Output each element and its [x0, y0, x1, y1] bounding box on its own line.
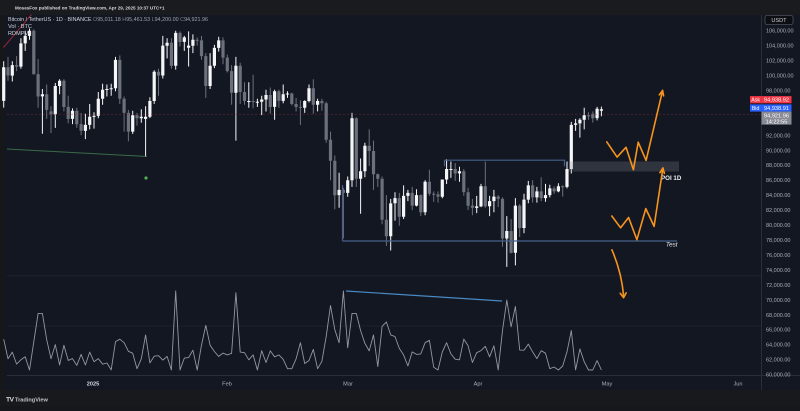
svg-text:80,000.00: 80,000.00 [766, 223, 790, 229]
svg-text:88,000.00: 88,000.00 [766, 163, 790, 169]
svg-text:RDMPV4: RDMPV4 [8, 31, 31, 37]
svg-text:76,000.00: 76,000.00 [766, 253, 790, 259]
svg-text:TradingView: TradingView [15, 398, 48, 404]
svg-text:98,000.00: 98,000.00 [766, 89, 790, 95]
svg-text:60,000.00: 60,000.00 [766, 373, 790, 379]
svg-text:102,000.00: 102,000.00 [766, 59, 794, 65]
svg-text:106,000.00: 106,000.00 [766, 29, 794, 35]
svg-text:USDT: USDT [771, 18, 787, 24]
svg-text:94,921.96: 94,921.96 [764, 113, 789, 119]
svg-text:92,000.00: 92,000.00 [766, 133, 790, 139]
svg-text:104,000.00: 104,000.00 [766, 44, 794, 50]
svg-text:64,000.00: 64,000.00 [766, 343, 790, 349]
svg-text:Test: Test [666, 242, 678, 249]
svg-text:94,938.92: 94,938.92 [764, 98, 789, 104]
svg-text:Ask: Ask [751, 98, 760, 104]
svg-text:90,000.00: 90,000.00 [766, 148, 790, 154]
svg-text:70,000.00: 70,000.00 [766, 298, 790, 304]
svg-text:62,000.00: 62,000.00 [766, 358, 790, 364]
svg-text:May: May [602, 382, 613, 388]
svg-text:Apr: Apr [474, 382, 483, 388]
svg-text:84,000.00: 84,000.00 [766, 193, 790, 199]
svg-text:74,000.00: 74,000.00 [766, 268, 790, 274]
svg-text:78,000.00: 78,000.00 [766, 238, 790, 244]
svg-text:68,000.00: 68,000.00 [766, 313, 790, 319]
svg-text:Bitcoin / TetherUS · 1D · BINA: Bitcoin / TetherUS · 1D · BINANCE O95,01… [8, 17, 208, 23]
svg-text:82,000.00: 82,000.00 [766, 208, 790, 214]
svg-text:Jun: Jun [733, 382, 742, 388]
svg-text:2025: 2025 [87, 382, 99, 388]
svg-text:MosesFox published on TradingV: MosesFox published on TradingView.com, A… [15, 6, 165, 11]
svg-text:TV: TV [6, 397, 15, 404]
svg-text:100,000.00: 100,000.00 [766, 74, 794, 80]
svg-text:Vol · BTC: Vol · BTC [8, 24, 32, 30]
svg-text:Bid: Bid [752, 106, 760, 112]
svg-text:94,938.91: 94,938.91 [764, 106, 789, 112]
svg-text:66,000.00: 66,000.00 [766, 328, 790, 334]
svg-text:Feb: Feb [222, 382, 232, 388]
svg-text:14:22:55: 14:22:55 [766, 120, 788, 126]
svg-text:Mar: Mar [343, 382, 353, 388]
svg-text:86,000.00: 86,000.00 [766, 178, 790, 184]
svg-text:POI 1D: POI 1D [661, 175, 682, 182]
svg-text:72,000.00: 72,000.00 [766, 283, 790, 289]
